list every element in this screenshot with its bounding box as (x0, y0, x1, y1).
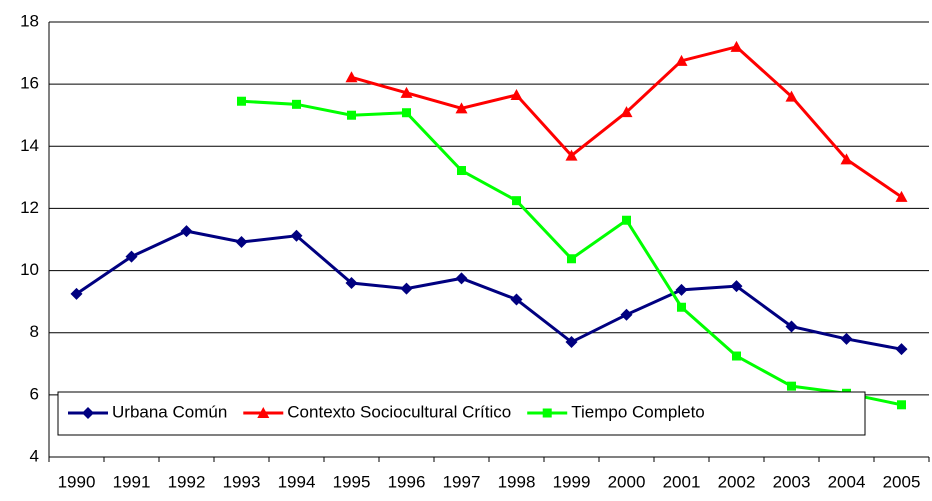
data-point (622, 215, 631, 225)
data-point (345, 71, 358, 83)
data-point (125, 250, 138, 263)
data-point (292, 99, 301, 109)
y-tick-label: 8 (30, 322, 39, 341)
x-tick-label: 1998 (498, 472, 536, 491)
x-tick-label: 2005 (883, 472, 921, 491)
data-point (400, 86, 413, 98)
legend-marker (257, 407, 270, 418)
y-tick-label: 6 (30, 384, 39, 403)
data-point (895, 343, 908, 356)
data-point (400, 282, 413, 295)
data-point (565, 336, 578, 349)
data-point (785, 320, 798, 333)
legend-marker (542, 408, 552, 418)
data-point (675, 54, 688, 66)
data-point (840, 332, 853, 345)
legend: Urbana Común Contexto Sociocultural Críti… (68, 402, 705, 421)
data-point (620, 106, 633, 118)
data-point (347, 110, 356, 120)
y-tick-label: 4 (30, 446, 39, 465)
legend-box (57, 391, 866, 436)
series-line (351, 45, 903, 199)
x-tick-label: 1993 (223, 472, 261, 491)
data-point (180, 225, 193, 238)
data-point (840, 153, 853, 165)
data-point (345, 277, 358, 289)
x-tick-label: 2004 (828, 472, 866, 491)
x-tick-label: 1996 (388, 472, 426, 491)
y-tick-label: 10 (20, 260, 39, 279)
x-tick-label: 2001 (663, 472, 701, 491)
x-tick-label: 1994 (278, 472, 316, 491)
data-point (567, 254, 576, 264)
data-point (565, 149, 578, 161)
data-point (402, 108, 411, 118)
data-point (895, 190, 908, 202)
data-point (290, 229, 303, 242)
y-tick-label: 14 (20, 136, 39, 155)
data-point (730, 280, 743, 293)
data-point (510, 89, 523, 101)
y-tick-label: 16 (20, 74, 39, 93)
legend-label: Urbana Común (112, 402, 227, 421)
legend-label: Contexto Sociocultural Crítico (287, 402, 511, 421)
x-tick-label: 1999 (553, 472, 591, 491)
data-point (235, 235, 248, 248)
data-point (732, 351, 741, 361)
data-point (677, 302, 686, 312)
data-point (787, 381, 796, 391)
data-point (620, 308, 633, 321)
x-tick-label: 1992 (168, 472, 206, 491)
y-tick-label: 12 (20, 198, 39, 217)
data-point (730, 40, 743, 52)
data-point (897, 400, 906, 410)
x-tick-label: 1991 (113, 472, 151, 491)
data-point (237, 96, 246, 106)
x-tick-label: 1995 (333, 472, 371, 491)
data-point (512, 196, 521, 206)
x-tick-label: 1997 (443, 472, 481, 491)
data-point (455, 102, 468, 114)
data-point (455, 272, 468, 285)
legend-marker (82, 407, 94, 419)
data-point (785, 90, 798, 102)
series-line (75, 229, 902, 351)
x-tick-label: 1990 (58, 472, 96, 491)
x-tick-label: 2003 (773, 472, 811, 491)
data-point (675, 283, 688, 296)
data-point (457, 166, 466, 176)
data-point (510, 293, 523, 306)
data-point (70, 287, 83, 300)
x-tick-label: 2000 (608, 472, 646, 491)
y-tick-label: 18 (20, 11, 39, 30)
legend-label: Tiempo Completo (571, 402, 705, 421)
x-tick-label: 2002 (718, 472, 756, 491)
